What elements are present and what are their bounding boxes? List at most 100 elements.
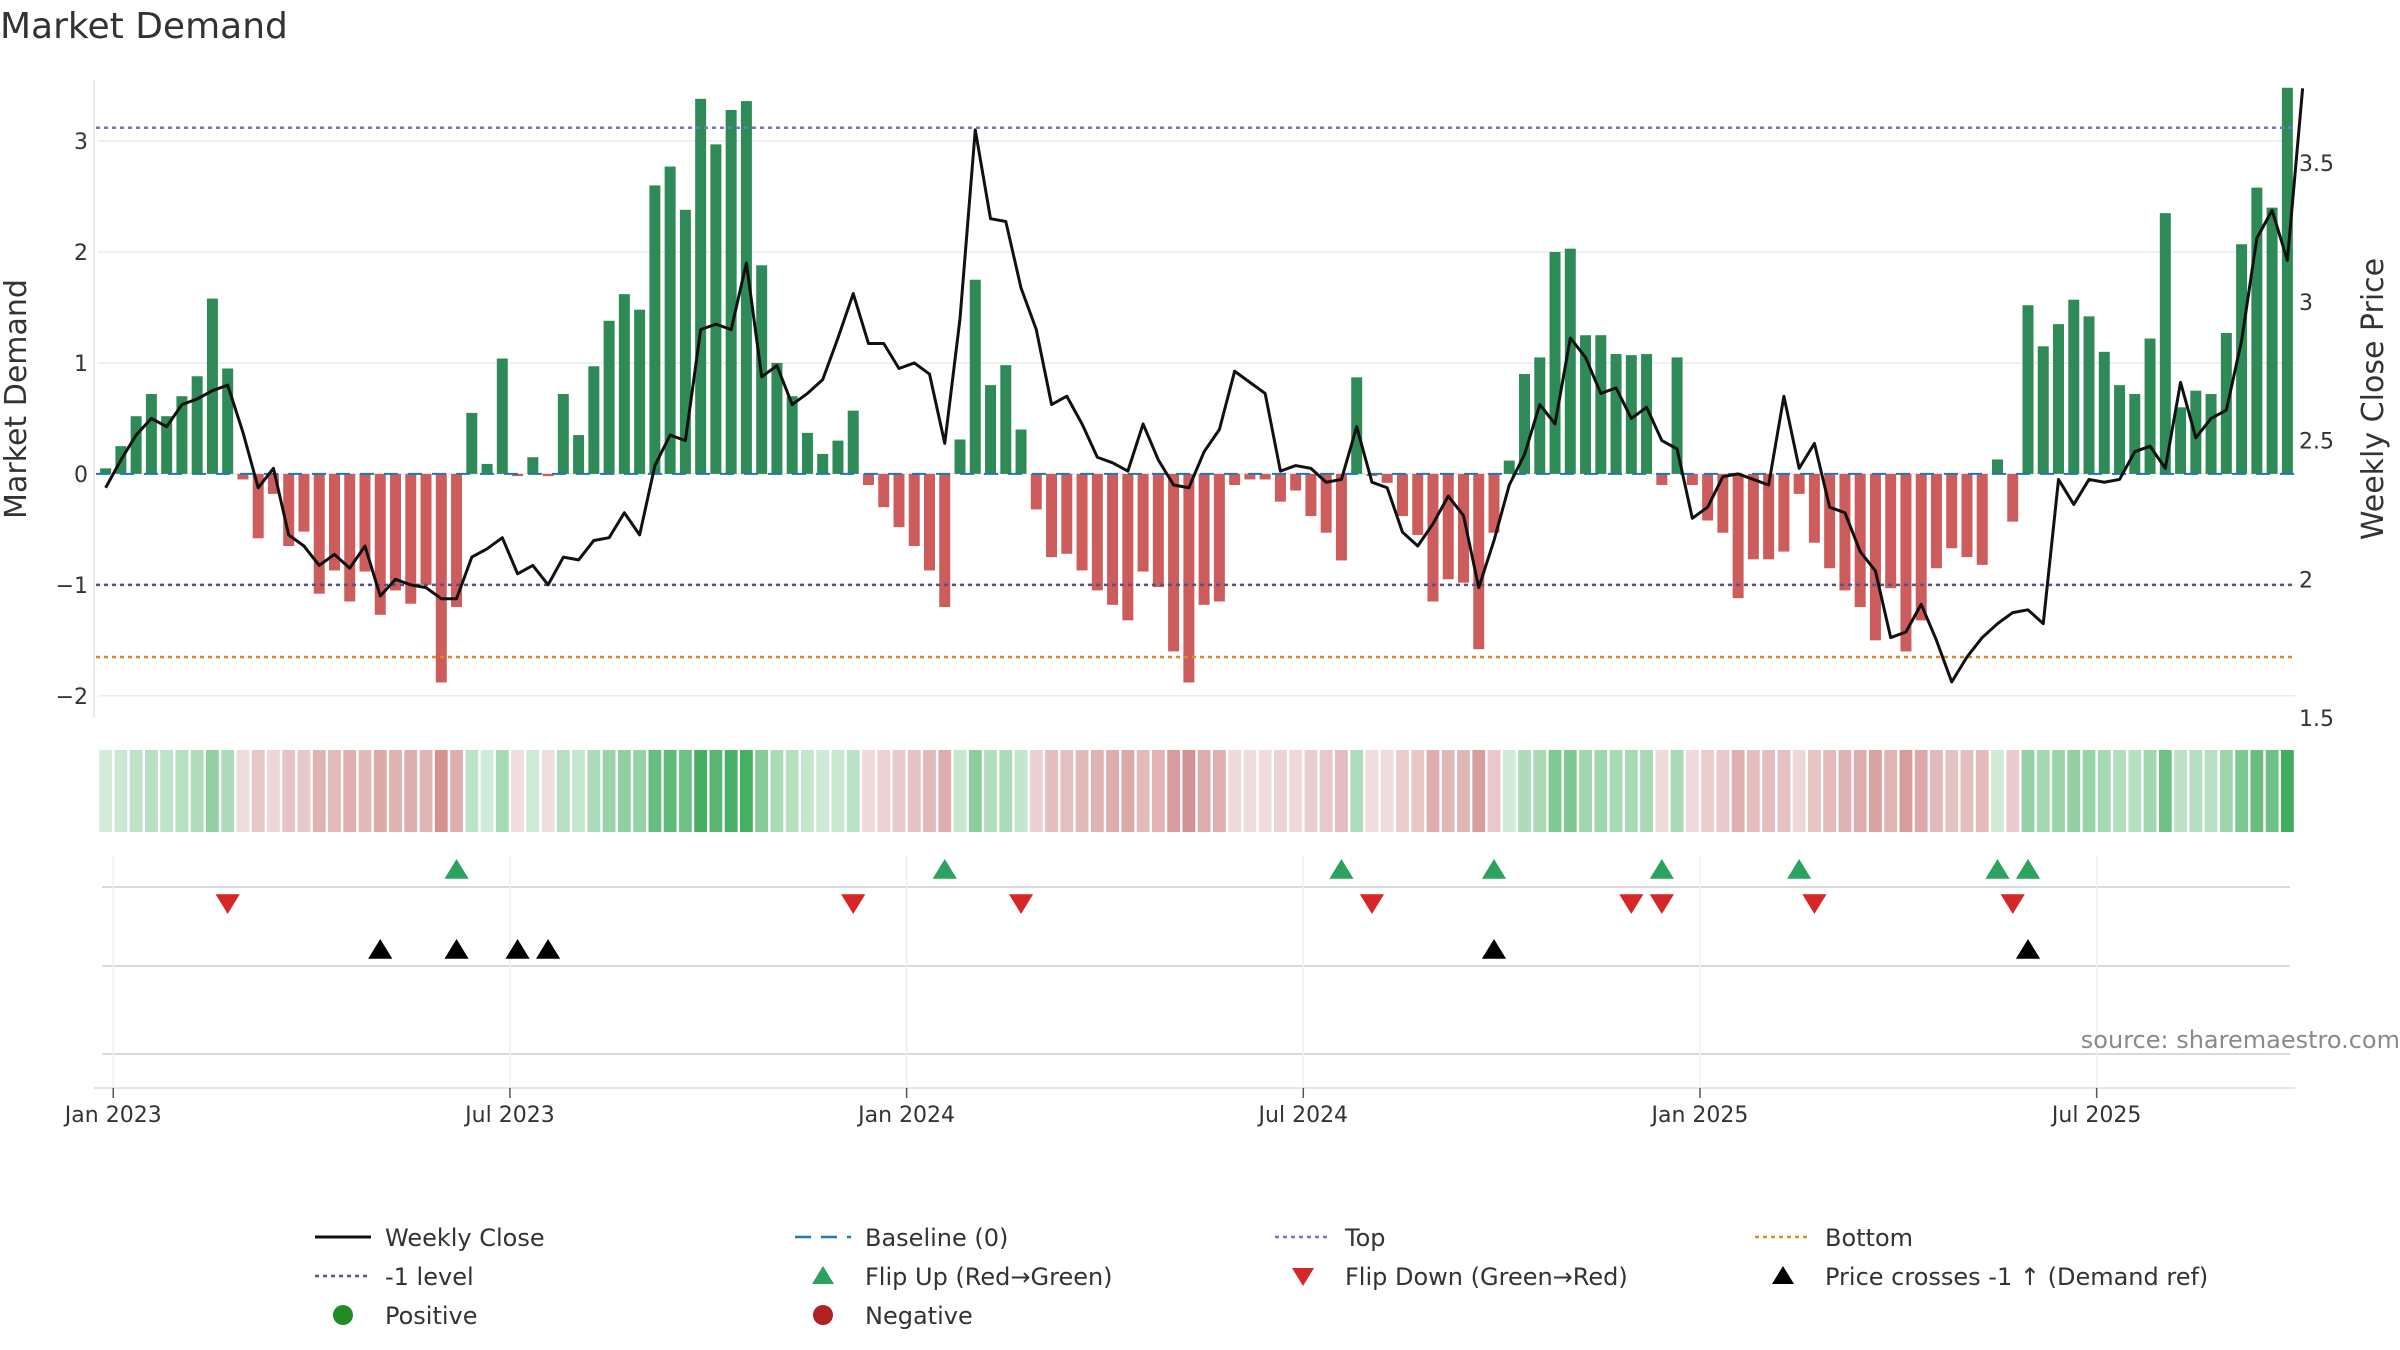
demand-strip-cell <box>114 750 128 832</box>
demand-bar <box>954 439 966 474</box>
y-right-tick-label: 1.5 <box>2299 707 2334 732</box>
legend: Weekly Close Baseline (0) Top Bottom -1 leve… <box>315 1224 2208 1330</box>
demand-strip-cell <box>160 750 174 832</box>
demand-strip-cell <box>617 750 631 832</box>
demand-strip-cell <box>1411 750 1425 832</box>
demand-bar <box>2114 385 2126 474</box>
demand-strip-cell <box>1075 750 1089 832</box>
demand-bar <box>1152 473 1164 588</box>
demand-bar <box>1412 473 1424 535</box>
demand-strip-cell <box>404 750 418 832</box>
demand-bar <box>908 473 920 547</box>
demand-strip-cell <box>1960 750 1974 832</box>
y-left-tick-label: 0 <box>74 463 88 488</box>
demand-bar <box>1503 460 1515 474</box>
demand-bar <box>130 416 142 474</box>
demand-bar <box>771 362 783 474</box>
demand-bar <box>1061 473 1073 554</box>
demand-strip-cell <box>1472 750 1486 832</box>
demand-bar <box>695 98 707 474</box>
demand-strip-cell <box>2082 750 2096 832</box>
legend-label: Top <box>1344 1224 1386 1252</box>
demand-strip-cell <box>953 750 967 832</box>
legend-swatch-circle <box>813 1305 833 1325</box>
demand-strip-cell <box>785 750 799 832</box>
demand-strip-cell <box>770 750 784 832</box>
x-tick-label: Jan 2023 <box>63 1103 162 1128</box>
demand-strip-cell <box>709 750 723 832</box>
demand-strip-cell <box>1350 750 1364 832</box>
demand-bar <box>328 473 340 571</box>
demand-strip-cell <box>282 750 296 832</box>
demand-strip-cell <box>236 750 250 832</box>
demand-bar <box>1808 473 1820 543</box>
demand-strip-cell <box>2143 750 2157 832</box>
demand-bar <box>298 473 310 532</box>
demand-strip-cell <box>2250 750 2264 832</box>
demand-bar <box>1442 473 1454 580</box>
demand-bar <box>1015 429 1027 474</box>
demand-strip-cell <box>1548 750 1562 832</box>
demand-bar <box>1610 354 1622 474</box>
demand-bar <box>2159 213 2171 474</box>
demand-strip-cell <box>801 750 814 832</box>
demand-bar <box>2053 324 2064 474</box>
demand-bar <box>1625 355 1637 474</box>
demand-strip-cell <box>1579 750 1592 832</box>
legend-label: Price crosses -1 ↑ (Demand ref) <box>1825 1263 2208 1291</box>
demand-bar <box>969 279 981 474</box>
demand-bar <box>1259 473 1271 480</box>
demand-bar <box>786 396 798 474</box>
demand-bar <box>985 385 997 474</box>
axes: −2 −1 0 1 2 3 1.5 2 2.5 3 3.5 Market Demand Weekly C… <box>0 80 2391 732</box>
demand-strip-cell <box>1151 750 1165 832</box>
demand-bar <box>1122 473 1134 621</box>
flip-down-marker <box>1359 894 1385 914</box>
demand-strip-cell <box>999 750 1013 832</box>
demand-bar <box>1702 473 1714 521</box>
demand-strip-cell <box>1228 750 1242 832</box>
x-tick-label: Jan 2024 <box>856 1103 955 1128</box>
demand-strip-cell <box>343 750 357 832</box>
demand-strip-cell <box>1655 750 1669 832</box>
demand-strip-cell <box>1853 750 1867 832</box>
demand-bar <box>1137 473 1149 572</box>
reference-lines <box>96 126 2295 659</box>
demand-bar <box>1396 473 1408 517</box>
demand-bar <box>1915 473 1927 621</box>
demand-bar <box>2205 394 2217 474</box>
demand-bar <box>1091 473 1103 591</box>
demand-strip-cell <box>2174 750 2187 832</box>
demand-bar <box>1213 473 1225 602</box>
demand-strip-cell <box>663 750 677 832</box>
weekly-close-line <box>104 88 2305 684</box>
demand-strip-cell <box>556 750 570 832</box>
demand-strip-cell <box>1197 750 1211 832</box>
demand-bar <box>1229 473 1241 485</box>
demand-strip-cell <box>1060 750 1074 832</box>
demand-bar <box>1564 248 1576 474</box>
demand-strip-cell <box>968 750 982 832</box>
demand-bar <box>1473 473 1485 650</box>
y-left-axis-label: Market Demand <box>0 279 34 519</box>
demand-strip-cell <box>602 750 616 832</box>
demand-strip-cell <box>678 750 692 832</box>
demand-bar <box>664 166 676 474</box>
demand-strip-cell <box>1945 750 1959 832</box>
demand-bar <box>1793 473 1805 494</box>
demand-strip-cell <box>1975 750 1989 832</box>
demand-bar <box>847 410 859 474</box>
demand-bar <box>832 440 844 474</box>
demand-strip-cell <box>144 750 158 832</box>
demand-strip-cell <box>2128 750 2142 832</box>
demand-strip-cell <box>2021 750 2035 832</box>
price-cross-marker <box>444 939 469 959</box>
demand-bar <box>283 473 295 547</box>
demand-strip-cell <box>1884 750 1898 832</box>
flip-up-marker <box>1649 859 1674 879</box>
demand-strip-cell <box>312 750 326 832</box>
legend-label: Positive <box>385 1302 478 1330</box>
demand-bar <box>2083 316 2095 474</box>
demand-bar <box>252 473 264 539</box>
